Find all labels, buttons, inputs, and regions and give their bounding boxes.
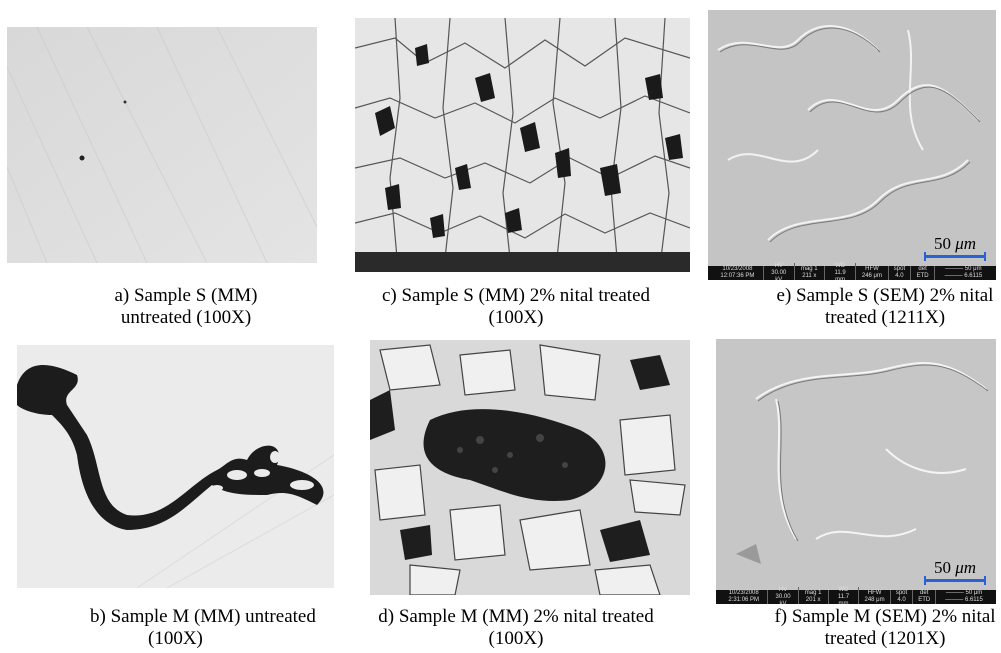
caption-b: b) Sample M (MM) untreated (100X): [90, 606, 316, 649]
scale-bar-line-f: [924, 576, 986, 585]
scale-bar-line-e: [924, 252, 986, 261]
micrograph-f: 10/23/2008 2:31:06 PM HV 30.00 kV mag 1 …: [716, 339, 996, 604]
sem-info-bar-f: 10/23/2008 2:31:06 PM HV 30.00 kV mag 1 …: [716, 586, 996, 604]
micrograph-c: [355, 18, 690, 272]
micrograph-d-image: [370, 340, 690, 595]
micrograph-c-image: [355, 18, 690, 272]
micrograph-e-image: [708, 10, 996, 266]
caption-a: a) Sample S (MM) untreated (100X): [114, 285, 258, 328]
micrograph-b-image: [17, 345, 334, 588]
caption-e: e) Sample S (SEM) 2% nital treated (1211…: [776, 285, 994, 328]
sem-info-bar-e: 10/23/2008 12:07:36 PM HV 30.00 kV mag 1…: [708, 262, 996, 280]
scale-bar-e: 50 μm: [924, 234, 986, 261]
caption-d: d) Sample M (MM) 2% nital treated (100X): [378, 606, 654, 649]
caption-f: f) Sample M (SEM) 2% nital treated (1201…: [774, 606, 996, 649]
micrograph-a-image: [7, 27, 317, 263]
scale-bar-f: 50 μm: [924, 558, 986, 585]
micrograph-d: [370, 340, 690, 595]
micrograph-e: 10/23/2008 12:07:36 PM HV 30.00 kV mag 1…: [708, 10, 996, 280]
micrograph-f-image: [716, 339, 996, 590]
caption-c: c) Sample S (MM) 2% nital treated (100X): [381, 285, 651, 328]
micrograph-b: [17, 345, 334, 588]
micrograph-a: [7, 27, 317, 263]
